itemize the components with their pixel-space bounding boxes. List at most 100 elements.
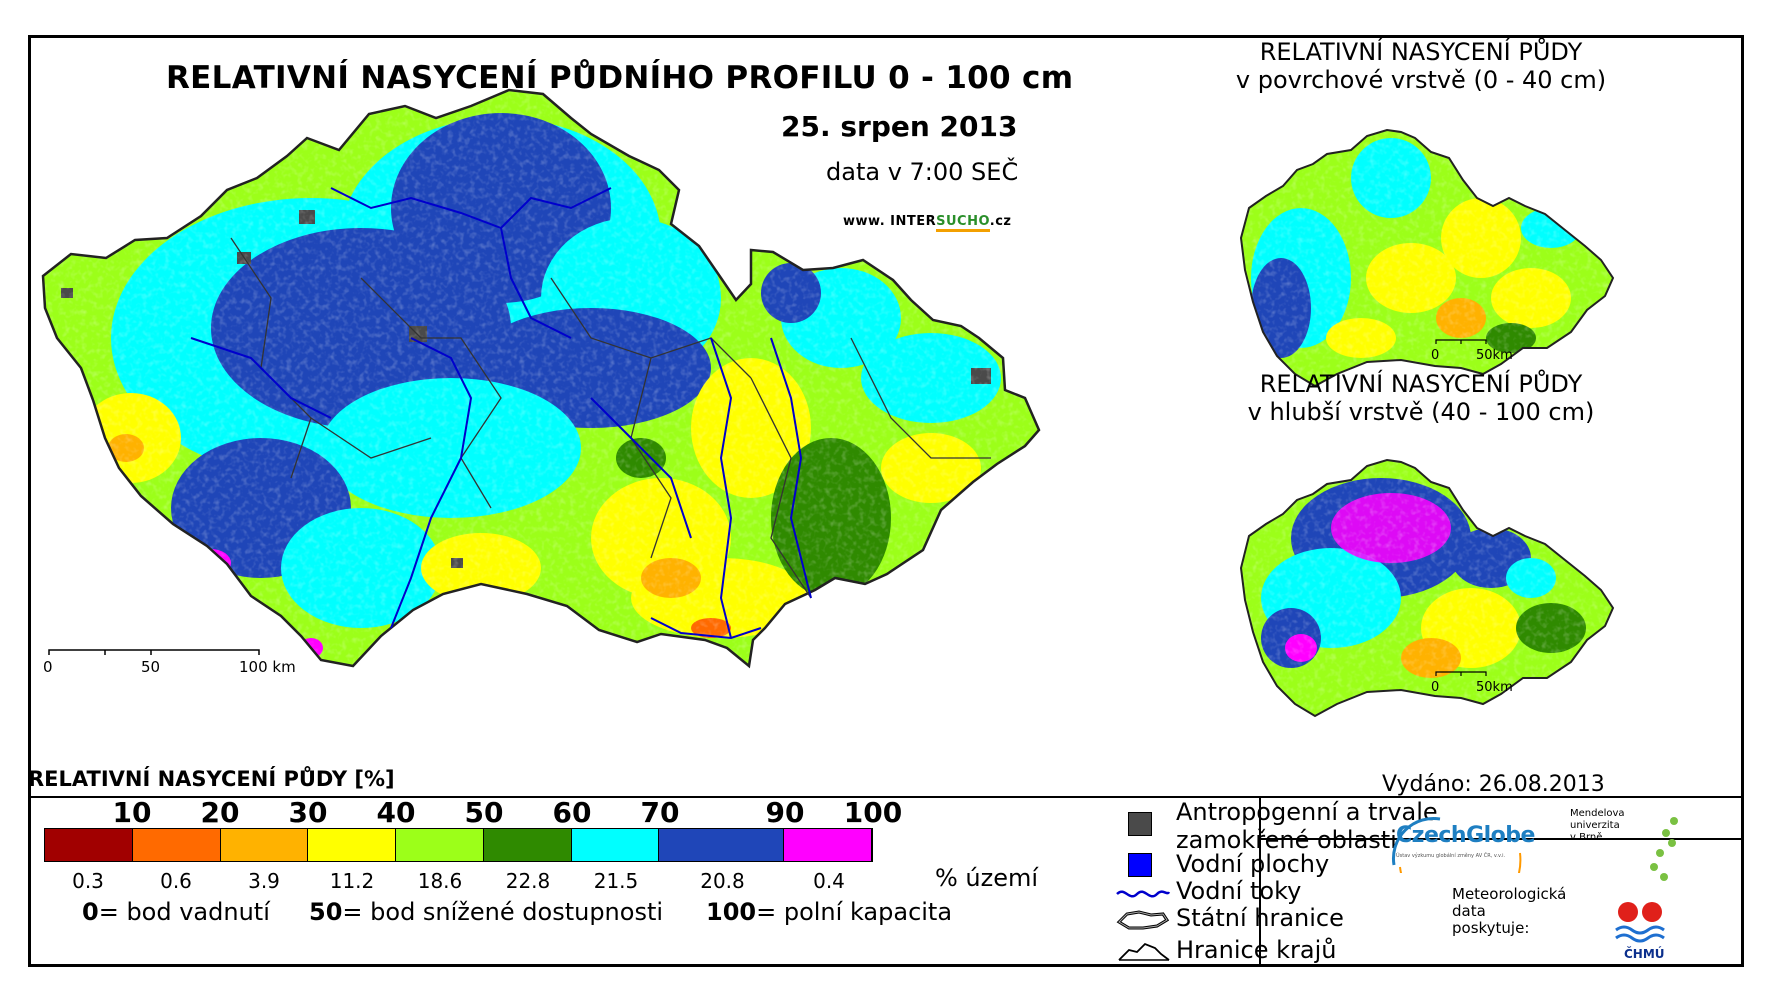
mendel-logo: Mendelova univerzita v Brně [1570,808,1625,844]
legend-class-break-40: 40 [376,796,416,829]
note-50-value: 50 [309,898,343,926]
legend-color-bar [44,828,873,862]
legend-swatch-9 [784,829,872,861]
czechglobe-name: CzechGlobe [1396,823,1535,848]
inset-bottom-title-line2: v hlubší vrstvě (40 - 100 cm) [1247,398,1595,426]
legend-area-unit: % území [935,864,1039,892]
legend-swatch-6 [483,829,572,861]
inset-top-title: RELATIVNÍ NASYCENÍ PŮDY v povrchové vrst… [1211,38,1631,94]
inset-bottom-title-line1: RELATIVNÍ NASYCENÍ PŮDY [1259,370,1583,398]
inset-top-title-line2: v povrchové vrstvě (0 - 40 cm) [1235,66,1607,94]
url-highlight: SUCHO [936,214,990,232]
legend-area-percent-2: 0.6 [160,869,192,893]
legend-note-0: 0= bod vadnutí [82,898,270,926]
legend-class-break-90: 90 [765,796,805,829]
scalebar-main-graphic [48,649,260,655]
legend-area-percent-7: 21.5 [593,869,639,893]
inset-top-title-line1: RELATIVNÍ NASYCENÍ PŮDY [1259,38,1583,66]
chmu-logo-icon [1615,902,1665,943]
map-date: 25. srpen 2013 [781,110,1018,143]
water-bodies-label: Vodní plochy [1176,850,1330,878]
map-area: RELATIVNÍ NASYCENÍ PŮDNÍHO PROFILU 0 - 1… [31,38,1741,796]
legend-swatch-7 [571,829,660,861]
mendel-line1: Mendelova [1570,808,1625,819]
legend-swatch-2 [132,829,221,861]
note-100-text: = polní kapacita [756,898,953,926]
scale-main-mid: 50 [141,658,161,676]
inset-bottom-title: RELATIVNÍ NASYCENÍ PŮDY v hlubší vrstvě … [1211,370,1631,426]
legend-swatch-3 [220,829,309,861]
legend-area-percent-4: 11.2 [329,869,375,893]
anthropogenic-line2: zamokřené oblasti [1176,826,1397,854]
scale-main-zero: 0 [43,658,53,676]
legend-class-break-20: 20 [200,796,240,829]
scalebar-inset-top-graphic [1435,339,1487,344]
anthropogenic-label: Antropogenní a trvale zamokřené oblasti [1176,798,1438,854]
water-body-swatch [1128,853,1152,877]
legend-area-percent-9: 0.4 [813,869,845,893]
region-border-label: Hranice krajů [1176,936,1337,964]
footer-divider [1259,796,1261,964]
scale-bottom-end: 50km [1476,680,1513,695]
inset-top-fill [1241,130,1613,386]
scale-bottom-zero: 0 [1431,680,1440,695]
note-0-text: = bod vadnutí [98,898,270,926]
legend-swatch-8 [659,829,785,861]
anthropogenic-swatch [1128,812,1152,836]
legend-swatch-1 [45,829,133,861]
legend-note-50: 50= bod snížené dostupnosti [309,898,663,926]
note-100-value: 100 [706,898,757,926]
issued-divider [1259,838,1741,840]
legend-class-break-70: 70 [640,796,680,829]
legend-divider [31,796,1741,798]
issued-date: Vydáno: 26.08.2013 [1382,772,1605,797]
anthropogenic-line1: Antropogenní a trvale [1176,798,1438,826]
meteo-provider-note: Meteorologická data poskytuje: [1452,886,1566,937]
legend-class-break-30: 30 [288,796,328,829]
legend-area-percent-8: 20.8 [700,869,745,893]
legend-class-break-50: 50 [464,796,504,829]
rivers-label: Vodní toky [1176,877,1302,905]
scale-main-end: 100 km [239,658,296,676]
czechglobe-subtitle: Ústav výzkumu globální změny AV ČR, v.v.… [1396,853,1506,859]
legend-area-percent-3: 3.9 [248,869,280,893]
legend-area-percent-6: 22.8 [505,869,551,893]
mendel-dots-icon [1650,817,1678,881]
legend-note-100: 100= polní kapacita [706,898,952,926]
data-time-note: data v 7:00 SEČ [826,158,1019,186]
mendel-line2: univerzita [1570,820,1620,831]
legend-swatch-5 [396,829,484,861]
url-prefix: www. INTER [843,214,937,229]
river-symbol-icon [1116,890,1171,898]
state-border-label: Státní hranice [1176,904,1344,932]
legend-class-break-10: 10 [112,796,152,829]
rivers-main [190,187,812,640]
page-title: RELATIVNÍ NASYCENÍ PŮDNÍHO PROFILU 0 - 1… [166,60,1074,96]
legend-area-percent-5: 18.6 [417,869,463,893]
meteo-line1: Meteorologická [1452,885,1567,903]
chmu-name: ČHMÚ [1624,947,1665,961]
legend-class-break-100: 100 [843,796,903,829]
state-border-main [41,88,1041,669]
region-borders-main [230,237,991,599]
mendel-line3: v Brně [1570,832,1603,843]
state-border-inset-top [1239,128,1615,388]
url-suffix: .cz [989,214,1012,229]
legend-swatch-4 [308,829,397,861]
website-link[interactable]: www. INTERSUCHO.cz [843,214,1012,232]
map-frame: RELATIVNÍ NASYCENÍ PŮDNÍHO PROFILU 0 - 1… [28,35,1744,967]
meteo-line3: poskytuje: [1452,919,1530,937]
region-border-symbol-icon [1118,942,1170,961]
meteo-line2: data [1452,902,1486,920]
legend-class-break-60: 60 [552,796,592,829]
scalebar-inset-bottom-graphic [1435,671,1487,676]
note-50-text: = bod snížené dostupnosti [342,898,664,926]
scale-top-end: 50km [1476,348,1513,363]
legend-title: RELATIVNÍ NASYCENÍ PŮDY [%] [28,767,395,791]
scale-top-zero: 0 [1431,348,1440,363]
state-border-symbol-icon [1116,910,1170,930]
state-border-inset-bottom [1239,458,1615,718]
note-0-value: 0 [82,898,99,926]
maps-graphic [41,88,1615,718]
legend-area-percent-1: 0.3 [72,869,104,893]
